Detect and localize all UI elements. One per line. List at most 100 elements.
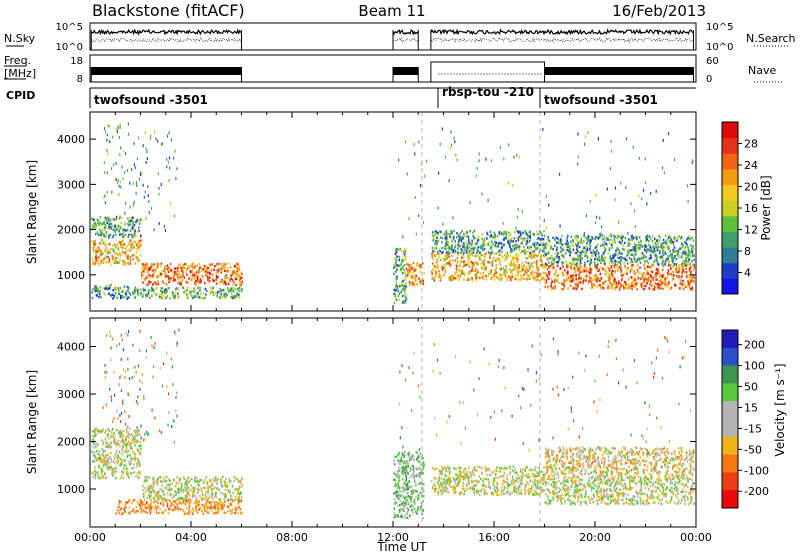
data-cell [114, 226, 116, 229]
data-cell [573, 264, 576, 267]
data-cell [651, 239, 654, 243]
data-cell [596, 269, 598, 273]
data-cell [643, 272, 645, 275]
data-cell [678, 270, 680, 273]
data-cell [558, 259, 561, 262]
data-cell [431, 277, 433, 280]
data-cell [517, 239, 520, 242]
data-cell [185, 495, 187, 498]
data-cell [651, 270, 654, 273]
data-cell [138, 229, 140, 232]
data-cell [164, 291, 166, 294]
data-cell [521, 266, 524, 269]
data-cell [194, 486, 196, 490]
data-cell [396, 471, 399, 474]
data-cell [397, 289, 400, 293]
data-cell [678, 264, 681, 267]
data-cell [152, 289, 155, 292]
data-cell [642, 275, 644, 278]
data-cell [148, 266, 150, 270]
data-cell [186, 485, 189, 488]
data-cell [451, 240, 453, 243]
data-cell [687, 284, 690, 287]
data-cell [91, 438, 94, 441]
data-cell [171, 503, 173, 506]
data-cell [632, 270, 635, 273]
data-cell [436, 233, 439, 237]
data-cell [232, 499, 235, 502]
data-cell [545, 242, 547, 245]
data-cell [416, 512, 418, 515]
data-cell [150, 286, 153, 290]
data-cell [196, 511, 199, 514]
data-cell [401, 294, 404, 298]
data-cell [454, 244, 457, 247]
data-cell [489, 254, 491, 257]
data-cell [219, 281, 221, 284]
data-cell [177, 272, 180, 276]
data-cell [519, 242, 522, 245]
data-cell [106, 221, 108, 225]
data-cell [618, 252, 621, 255]
data-cell [123, 459, 125, 462]
data-cell [229, 502, 232, 506]
data-cell [186, 491, 189, 495]
data-cell [600, 286, 602, 290]
data-cell [412, 476, 414, 479]
data-cell [91, 450, 93, 454]
data-cell [239, 508, 242, 511]
data-cell [137, 293, 140, 297]
data-cell [186, 512, 189, 515]
data-cell [107, 255, 109, 259]
data-cell [397, 497, 400, 500]
data-cell [160, 292, 163, 295]
data-cell [407, 508, 410, 511]
data-cell [153, 490, 155, 493]
data-cell [617, 248, 619, 251]
data-cell [158, 295, 161, 299]
data-cell [431, 231, 434, 234]
data-cell [622, 244, 624, 247]
data-cell [238, 265, 240, 268]
data-cell [151, 263, 154, 267]
data-cell [150, 134, 152, 138]
data-cell [130, 457, 133, 460]
data-cell [153, 271, 156, 274]
data-cell [458, 268, 461, 272]
data-cell [550, 254, 553, 257]
data-cell [141, 266, 144, 269]
data-cell [104, 218, 107, 221]
data-cell [124, 442, 127, 446]
data-cell [644, 267, 646, 270]
data-cell [662, 264, 665, 268]
data-cell [213, 268, 215, 272]
data-cell [238, 267, 241, 271]
data-cell [594, 221, 597, 225]
data-cell [457, 241, 460, 244]
data-cell [161, 511, 163, 514]
data-cell [130, 472, 132, 475]
data-cell [435, 244, 437, 247]
data-cell [634, 245, 637, 249]
data-cell [103, 196, 105, 199]
data-cell [93, 226, 95, 229]
data-cell [614, 284, 617, 287]
data-cell [466, 231, 468, 234]
data-cell [440, 276, 442, 280]
data-cell [207, 506, 210, 509]
data-cell [508, 234, 511, 237]
data-cell [585, 244, 588, 248]
data-cell [139, 501, 142, 504]
data-cell [93, 429, 96, 433]
data-cell [475, 276, 477, 280]
data-cell [395, 277, 398, 281]
data-cell [691, 161, 693, 165]
data-cell [624, 258, 626, 261]
data-cell [145, 276, 147, 279]
data-cell [440, 230, 442, 234]
data-cell [163, 487, 166, 490]
data-cell [409, 452, 411, 456]
data-cell [628, 244, 630, 247]
data-cell [624, 236, 627, 240]
data-cell [577, 241, 580, 245]
